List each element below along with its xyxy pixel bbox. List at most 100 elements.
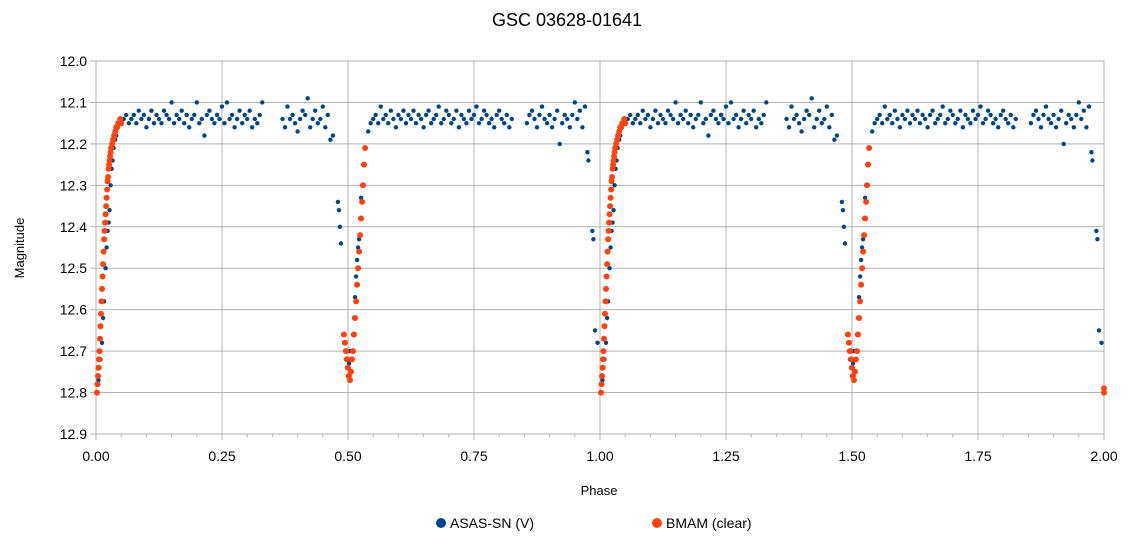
- asas-sn-point: [542, 116, 547, 122]
- asas-sn-point: [721, 116, 726, 122]
- asas-sn-point: [698, 100, 703, 105]
- asas-sn-point: [1066, 112, 1071, 118]
- asas-sn-point: [1031, 112, 1036, 118]
- asas-sn-point: [423, 112, 429, 118]
- asas-sn-point: [366, 129, 371, 134]
- asas-sn-point: [741, 108, 746, 113]
- asas-sn-point: [476, 121, 482, 126]
- asas-sn-point: [471, 112, 477, 118]
- bmam-point: [605, 236, 612, 243]
- asas-sn-point: [131, 112, 136, 118]
- asas-sn-point: [591, 237, 596, 242]
- asas-sn-point: [955, 116, 960, 122]
- asas-sn-point: [197, 121, 202, 126]
- asas-sn-point: [842, 241, 848, 246]
- asas-sn-point: [489, 116, 494, 122]
- asas-sn-point: [169, 100, 174, 105]
- bmam-point: [97, 335, 103, 342]
- bmam-point: [362, 145, 369, 151]
- y-tick-label: 12.0: [60, 53, 87, 69]
- asas-sn-point: [330, 133, 336, 138]
- asas-sn-point: [907, 121, 913, 126]
- asas-sn-point: [320, 104, 325, 109]
- asas-sn-point: [222, 121, 227, 126]
- legend: ASAS-SN (V) BMAM (clear): [436, 515, 752, 531]
- x-tick-label: 1.00: [586, 448, 613, 464]
- asas-sn-point: [159, 121, 164, 126]
- asas-sn-point: [502, 121, 507, 126]
- asas-sn-point: [315, 121, 320, 126]
- asas-sn-point: [451, 116, 456, 122]
- asas-sn-point: [701, 121, 706, 126]
- bmam-point: [361, 161, 368, 168]
- asas-sn-point: [673, 100, 678, 105]
- asas-sn-point: [406, 112, 411, 118]
- asas-sn-point: [708, 112, 714, 118]
- asas-sn-point: [129, 116, 134, 122]
- asas-sn-point: [819, 121, 824, 126]
- asas-sn-point: [391, 116, 396, 122]
- asas-sn-point: [585, 150, 590, 155]
- asas-sn-point: [1038, 125, 1044, 130]
- asas-sn-point: [968, 121, 973, 126]
- x-tick-labels: 0.00 0.25 0.50 0.75 1.00 1.25 1.50 1.75 2.00: [82, 448, 1117, 464]
- series-bmam: [94, 116, 1107, 396]
- asas-sn-point: [940, 104, 945, 109]
- asas-sn-point: [100, 315, 106, 321]
- asas-sn-point: [910, 112, 915, 118]
- asas-sn-point: [378, 104, 383, 109]
- asas-sn-point: [980, 121, 986, 126]
- asas-sn-point: [434, 112, 439, 118]
- asas-sn-point: [970, 108, 976, 113]
- asas-sn-point: [850, 361, 856, 366]
- asas-sn-point: [494, 112, 499, 118]
- asas-sn-point: [179, 108, 184, 113]
- asas-sn-point: [1081, 108, 1087, 113]
- asas-sn-point: [1008, 112, 1013, 118]
- asas-sn-point: [751, 108, 756, 113]
- y-axis-title: Magnitude: [12, 218, 27, 279]
- asas-sn-point: [413, 121, 419, 126]
- bmam-point: [102, 211, 109, 218]
- bmam-point: [352, 315, 359, 321]
- asas-sn-point: [166, 116, 172, 122]
- bmam-point: [853, 356, 859, 363]
- asas-sn-point: [696, 112, 701, 118]
- asas-sn-point: [582, 104, 588, 109]
- asas-sn-point: [421, 125, 426, 130]
- asas-sn-point: [943, 121, 948, 126]
- asas-sn-point: [925, 125, 930, 130]
- bmam-point: [95, 364, 102, 371]
- asas-sn-point: [446, 112, 451, 118]
- asas-sn-point: [713, 116, 719, 122]
- asas-sn-point: [242, 112, 247, 118]
- asas-sn-point: [807, 112, 812, 118]
- asas-sn-point: [408, 116, 414, 122]
- bmam-point: [349, 356, 355, 363]
- bmam-point: [100, 248, 107, 255]
- asas-sn-point: [305, 96, 310, 101]
- bmam-point: [608, 186, 615, 193]
- asas-sn-point: [703, 116, 708, 122]
- asas-sn-point: [711, 108, 716, 113]
- bmam-point: [353, 298, 360, 305]
- asas-sn-point: [479, 116, 484, 122]
- asas-sn-point: [590, 228, 595, 234]
- bmam-point: [598, 389, 604, 396]
- asas-sn-point: [738, 116, 744, 122]
- asas-sn-point: [824, 104, 829, 109]
- asas-sn-point: [247, 108, 252, 113]
- asas-sn-point: [303, 112, 308, 118]
- bmam-point: [860, 248, 867, 255]
- asas-sn-point: [539, 104, 545, 109]
- bmam-point: [601, 335, 607, 342]
- asas-sn-point: [371, 116, 376, 122]
- asas-sn-point: [930, 108, 935, 113]
- asas-sn-point: [718, 112, 724, 118]
- asas-sn-point: [99, 340, 105, 345]
- asas-sn-point: [383, 112, 388, 118]
- bmam-point: [852, 368, 858, 375]
- asas-sn-point: [104, 245, 109, 250]
- asas-sn-point: [985, 108, 991, 113]
- x-tick-label: 1.50: [838, 448, 865, 464]
